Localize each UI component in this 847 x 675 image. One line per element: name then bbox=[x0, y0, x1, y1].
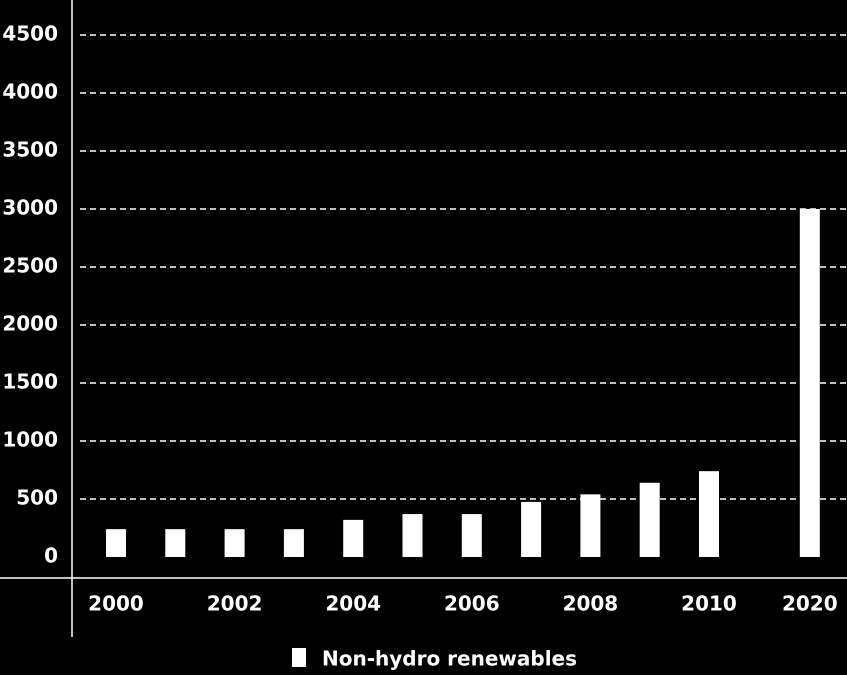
bar bbox=[224, 529, 245, 557]
bar bbox=[165, 529, 186, 557]
x-tick-label: 2004 bbox=[325, 592, 381, 616]
bar bbox=[639, 482, 660, 557]
y-tick-label: 1500 bbox=[2, 370, 58, 394]
bar bbox=[402, 514, 423, 557]
y-tick-label: 4500 bbox=[2, 22, 58, 46]
y-tick-label: 2000 bbox=[2, 312, 58, 336]
bar bbox=[799, 209, 820, 557]
legend-swatch bbox=[292, 648, 306, 667]
bar bbox=[343, 519, 364, 557]
bar bbox=[106, 529, 126, 557]
x-tick-label: 2020 bbox=[782, 592, 838, 616]
bar bbox=[699, 471, 719, 557]
bar bbox=[461, 514, 482, 557]
bar bbox=[580, 494, 601, 557]
y-tick-label: 3000 bbox=[2, 196, 58, 220]
x-tick-label: 2002 bbox=[207, 592, 263, 616]
x-tick-label: 2000 bbox=[88, 592, 144, 616]
y-tick-label: 3500 bbox=[2, 138, 58, 162]
bar bbox=[283, 529, 304, 557]
y-tick-label: 2500 bbox=[2, 254, 58, 278]
y-tick-label: 4000 bbox=[2, 80, 58, 104]
legend-label: Non-hydro renewables bbox=[322, 647, 577, 671]
x-tick-label: 2008 bbox=[563, 592, 619, 616]
y-tick-label: 1000 bbox=[2, 428, 58, 452]
x-tick-label: 2006 bbox=[444, 592, 500, 616]
y-tick-label: 0 bbox=[44, 544, 58, 568]
bar bbox=[521, 501, 542, 557]
x-tick-label: 2010 bbox=[681, 592, 737, 616]
y-tick-label: 500 bbox=[16, 486, 58, 510]
